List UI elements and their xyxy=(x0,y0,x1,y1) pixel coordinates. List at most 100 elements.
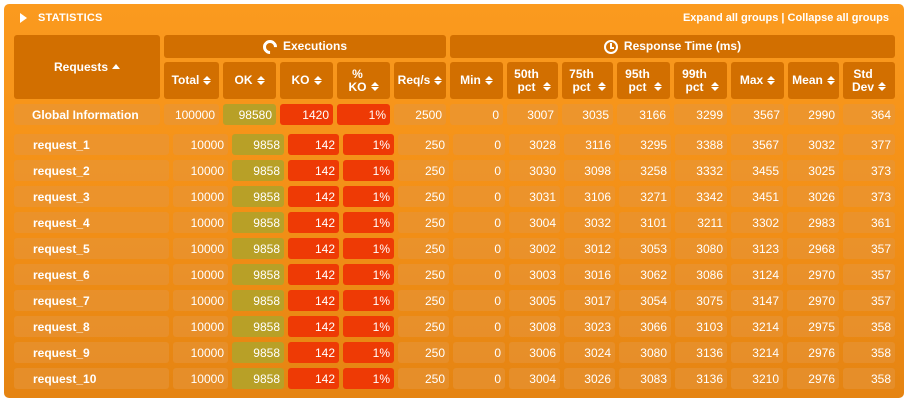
request-row-6-min: 0 xyxy=(453,264,505,285)
request-row-8-std-dev: 358 xyxy=(843,316,895,337)
request-row-6-req-s: 250 xyxy=(398,264,449,285)
expand-all-groups-link[interactable]: Expand all groups xyxy=(682,12,779,24)
column-header-p99[interactable]: 99th pct xyxy=(674,62,727,99)
request-row-8-min: 0 xyxy=(453,316,505,337)
request-row-5-p50: 3002 xyxy=(509,238,560,259)
column-header-total[interactable]: Total xyxy=(164,62,219,99)
request-row-8-p99: 3103 xyxy=(675,316,727,337)
column-header-min[interactable]: Min xyxy=(450,62,503,99)
request-row-6-max: 3124 xyxy=(731,264,783,285)
column-label-min: Min xyxy=(460,73,481,87)
request-row-4-name[interactable]: request_4 xyxy=(14,212,169,233)
request-row-3-ok: 9858 xyxy=(232,186,284,207)
global-info-p50: 3007 xyxy=(507,104,558,125)
request-row-1-min: 0 xyxy=(453,134,505,155)
column-label-p95-line2: pct xyxy=(628,79,647,94)
column-label-p95-line1: 95th xyxy=(625,66,650,81)
global-info-mean: 2990 xyxy=(788,104,839,125)
global-info-name: Global Information xyxy=(14,104,160,125)
request-row-1-ko: 142 xyxy=(288,134,339,155)
collapse-all-groups-link[interactable]: Collapse all groups xyxy=(787,12,889,24)
response-time-label: Response Time (ms) xyxy=(623,39,742,53)
request-row-9-p50: 3006 xyxy=(509,342,560,363)
column-header-ko[interactable]: KO xyxy=(280,62,333,99)
global-info-p95: 3166 xyxy=(617,104,670,125)
global-info-total: 100000 xyxy=(164,104,219,125)
column-header-max[interactable]: Max xyxy=(731,62,784,99)
request-row-9-p95: 3080 xyxy=(619,342,671,363)
request-row-10-total: 10000 xyxy=(173,368,228,389)
request-row-9-max: 3214 xyxy=(731,342,783,363)
request-row-9-name[interactable]: request_9 xyxy=(14,342,169,363)
triangle-right-icon[interactable] xyxy=(20,13,27,23)
request-row-9-ko-pct: 1% xyxy=(343,342,394,363)
request-row-2-std-dev: 373 xyxy=(843,160,895,181)
request-row-6-p75: 3016 xyxy=(564,264,615,285)
column-label-p50-line2: pct xyxy=(517,79,536,94)
request-row-10-ok: 9858 xyxy=(232,368,284,389)
column-label-p75: 75th pct xyxy=(569,67,594,94)
request-row-2-p95: 3258 xyxy=(619,160,671,181)
request-row-8-total: 10000 xyxy=(173,316,228,337)
request-row-4-total: 10000 xyxy=(173,212,228,233)
request-row-6-ko: 142 xyxy=(288,264,339,285)
column-label-std-dev: Std Dev xyxy=(851,66,874,94)
request-row-10-req-s: 250 xyxy=(398,368,449,389)
request-row-4-ko: 142 xyxy=(288,212,339,233)
request-row-7-p75: 3017 xyxy=(564,290,615,311)
column-header-mean[interactable]: Mean xyxy=(788,62,839,99)
request-row-5-ko: 142 xyxy=(288,238,339,259)
request-row-5-min: 0 xyxy=(453,238,505,259)
sort-icon xyxy=(878,82,886,91)
request-row-4-mean: 2983 xyxy=(787,212,839,233)
column-header-requests[interactable]: Requests xyxy=(14,35,160,99)
request-row-8-name[interactable]: request_8 xyxy=(14,316,169,337)
column-label-requests: Requests xyxy=(53,59,109,74)
sort-asc-icon xyxy=(112,63,121,69)
sort-icon xyxy=(484,76,493,85)
global-info-p75: 3035 xyxy=(562,104,613,125)
column-label-req-s: Req/s xyxy=(397,73,431,87)
column-label-p75-line2: pct xyxy=(572,79,591,94)
column-label-p95: 95th pct xyxy=(625,66,650,94)
request-row-2-name[interactable]: request_2 xyxy=(14,160,169,181)
refresh-icon xyxy=(260,36,280,57)
request-row-5-std-dev: 357 xyxy=(843,238,895,259)
column-header-p75[interactable]: 75th pct xyxy=(562,62,613,99)
request-row-10-p95: 3083 xyxy=(619,368,671,389)
request-row-6-name[interactable]: request_6 xyxy=(14,264,169,285)
request-row-1-name[interactable]: request_1 xyxy=(14,134,169,155)
request-row-7-p95: 3054 xyxy=(619,290,671,311)
column-label-std-line1: Std xyxy=(853,66,873,81)
column-header-ko-pct[interactable]: % KO xyxy=(337,62,390,99)
column-header-p95[interactable]: 95th pct xyxy=(617,62,670,99)
request-row-7-max: 3147 xyxy=(731,290,783,311)
statistics-title: STATISTICS xyxy=(38,12,103,24)
request-row-9-p99: 3136 xyxy=(675,342,727,363)
request-row-4-req-s: 250 xyxy=(398,212,449,233)
request-row-7-name[interactable]: request_7 xyxy=(14,290,169,311)
column-label-p99-line2: pct xyxy=(685,79,704,94)
sort-icon xyxy=(826,76,835,85)
column-header-p50[interactable]: 50th pct xyxy=(507,62,558,99)
global-info-req-s: 2500 xyxy=(394,104,446,125)
column-header-req-s[interactable]: Req/s xyxy=(394,62,446,99)
request-row-5-p75: 3012 xyxy=(564,238,615,259)
column-group-response-time: Response Time (ms) xyxy=(450,35,895,58)
request-row-10-mean: 2976 xyxy=(787,368,839,389)
column-header-ok[interactable]: OK xyxy=(223,62,276,99)
column-header-std-dev[interactable]: Std Dev xyxy=(843,62,895,99)
statistics-toggle[interactable]: STATISTICS xyxy=(20,12,103,24)
global-info-ko-pct: 1% xyxy=(337,104,390,125)
request-row-1-p99: 3388 xyxy=(675,134,727,155)
request-row-2-p75: 3098 xyxy=(564,160,615,181)
request-row-2-p50: 3030 xyxy=(509,160,560,181)
column-label-std-line2: Dev xyxy=(851,79,874,94)
request-row-10-name[interactable]: request_10 xyxy=(14,368,169,389)
request-row-2-ok: 9858 xyxy=(232,160,284,181)
request-row-9-p75: 3024 xyxy=(564,342,615,363)
request-row-4-std-dev: 361 xyxy=(843,212,895,233)
request-row-5-name[interactable]: request_5 xyxy=(14,238,169,259)
request-row-1-p95: 3295 xyxy=(619,134,671,155)
request-row-3-name[interactable]: request_3 xyxy=(14,186,169,207)
